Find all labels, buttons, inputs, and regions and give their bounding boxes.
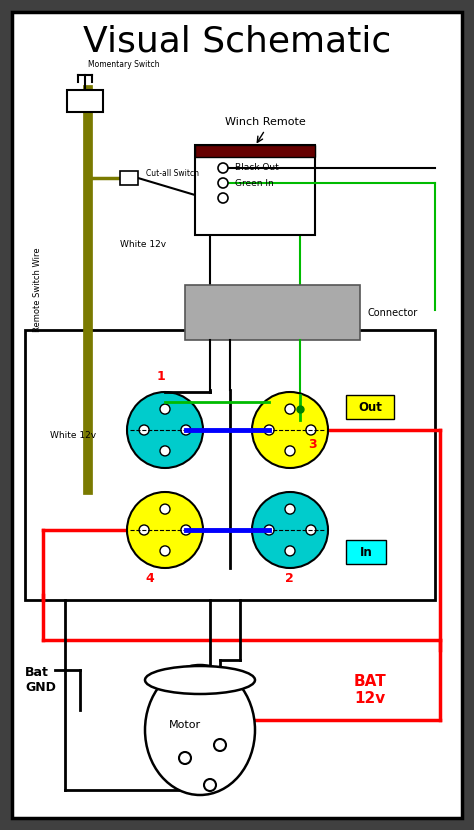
Ellipse shape [145,665,255,795]
FancyBboxPatch shape [195,145,315,235]
Text: Black Out: Black Out [235,164,279,173]
Circle shape [306,425,316,435]
Circle shape [160,546,170,556]
Circle shape [179,752,191,764]
Circle shape [160,504,170,514]
Ellipse shape [145,666,255,694]
FancyBboxPatch shape [12,12,462,818]
Circle shape [264,525,274,535]
Text: Out: Out [358,401,382,413]
Circle shape [252,492,328,568]
Text: Connector: Connector [368,307,418,318]
Circle shape [160,404,170,414]
FancyBboxPatch shape [346,540,386,564]
FancyBboxPatch shape [67,90,103,112]
Circle shape [204,779,216,791]
Text: 4: 4 [145,572,154,585]
Text: Bat
GND: Bat GND [25,666,56,694]
Text: Green In: Green In [235,178,274,188]
Circle shape [181,525,191,535]
Circle shape [306,525,316,535]
Circle shape [139,525,149,535]
FancyBboxPatch shape [195,145,315,157]
Circle shape [264,425,274,435]
Text: BAT
12v: BAT 12v [354,674,386,706]
Circle shape [127,392,203,468]
Circle shape [218,178,228,188]
Circle shape [214,739,226,751]
Text: 2: 2 [285,572,294,585]
Text: Remote Switch Wire: Remote Switch Wire [33,247,42,332]
Text: White 12v: White 12v [50,431,96,440]
FancyBboxPatch shape [25,330,435,600]
Text: 1: 1 [157,370,166,383]
Circle shape [285,446,295,456]
Text: In: In [360,545,373,559]
Circle shape [218,193,228,203]
Text: White 12v: White 12v [120,240,166,249]
Circle shape [285,404,295,414]
Circle shape [252,392,328,468]
Circle shape [218,163,228,173]
Text: Cut-all Switch: Cut-all Switch [146,169,199,178]
Circle shape [181,425,191,435]
Text: Motor: Motor [169,720,201,730]
Text: Visual Schematic: Visual Schematic [83,25,391,59]
Text: Momentary Switch: Momentary Switch [88,60,159,69]
Circle shape [285,504,295,514]
Circle shape [127,492,203,568]
FancyBboxPatch shape [346,395,394,419]
Text: Winch Remote: Winch Remote [225,117,305,127]
Circle shape [285,546,295,556]
Circle shape [160,446,170,456]
Text: 3: 3 [308,438,317,451]
Circle shape [139,425,149,435]
FancyBboxPatch shape [185,285,360,340]
FancyBboxPatch shape [120,171,138,185]
